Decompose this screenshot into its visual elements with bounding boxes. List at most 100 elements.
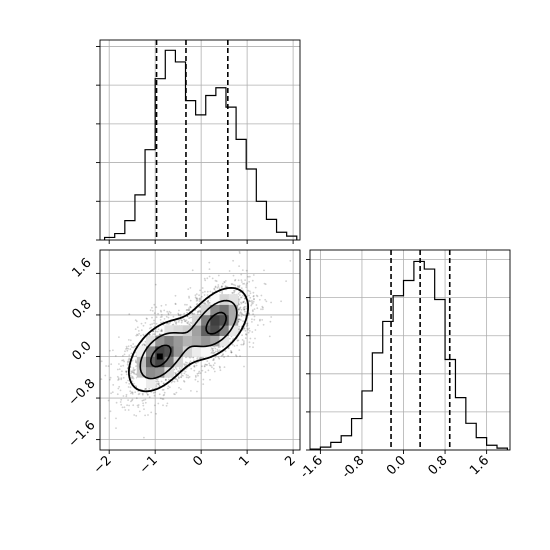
scatter-point <box>109 349 111 352</box>
density-cell <box>164 356 174 368</box>
scatter-point <box>151 316 153 319</box>
scatter-point <box>177 321 180 323</box>
scatter-point <box>168 310 171 313</box>
scatter-point <box>179 313 182 316</box>
scatter-point <box>248 345 251 348</box>
scatter-point <box>100 378 103 380</box>
scatter-point <box>252 346 254 349</box>
scatter-point <box>148 333 151 336</box>
density-cell <box>146 335 156 347</box>
scatter-point <box>269 320 272 323</box>
scatter-point <box>119 389 122 392</box>
scatter-point <box>120 378 123 381</box>
scatter-point <box>188 297 191 299</box>
scatter-point <box>170 381 173 384</box>
scatter-point <box>183 319 186 321</box>
scatter-point <box>240 315 243 318</box>
scatter-point <box>239 294 241 296</box>
scatter-point <box>242 289 244 292</box>
scatter-point <box>126 362 129 364</box>
scatter-point <box>130 370 133 373</box>
scatter-point <box>199 372 202 374</box>
scatter-point <box>174 294 177 297</box>
scatter-point <box>140 322 143 325</box>
scatter-point <box>155 380 158 383</box>
scatter-point <box>230 283 233 285</box>
scatter-point <box>197 372 200 375</box>
scatter-point <box>156 382 158 385</box>
scatter-point <box>250 304 253 307</box>
scatter-point <box>211 366 213 369</box>
scatter-point <box>252 302 254 305</box>
ticks-main <box>96 272 294 454</box>
scatter-point <box>133 372 136 375</box>
scatter-point <box>232 283 235 286</box>
scatter-point <box>107 365 110 367</box>
scatter-point <box>125 370 128 373</box>
scatter-point <box>239 311 242 313</box>
scatter-point <box>132 376 134 379</box>
scatter-point <box>134 319 137 321</box>
scatter-point <box>217 350 220 352</box>
scatter-point <box>134 368 136 371</box>
scatter-point <box>131 359 134 362</box>
scatter-point <box>212 357 215 360</box>
scatter-point <box>218 349 221 352</box>
scatter-point <box>200 295 203 298</box>
scatter-point <box>194 378 197 381</box>
scatter-point <box>167 312 170 315</box>
scatter-point <box>134 391 137 394</box>
scatter-point <box>237 279 240 282</box>
scatter-point <box>134 328 137 330</box>
main-x-tick-label: 1 <box>236 453 252 469</box>
scatter-point <box>241 334 244 337</box>
scatter-point <box>123 353 126 356</box>
scatter-point <box>198 298 201 300</box>
scatter-point <box>110 363 113 366</box>
scatter-point <box>160 380 163 383</box>
main-x-tick-label: −1 <box>137 453 161 477</box>
density-cell <box>136 346 147 357</box>
scatter-point <box>178 367 181 370</box>
scatter-point <box>165 315 168 318</box>
scatter-point <box>206 300 209 303</box>
scatter-point <box>204 371 207 373</box>
scatter-point <box>188 295 190 298</box>
scatter-point <box>210 352 213 354</box>
scatter-point <box>201 365 203 368</box>
scatter-point <box>196 357 199 360</box>
scatter-point <box>248 280 251 283</box>
scatter-point <box>151 306 153 309</box>
scatter-point <box>145 317 148 320</box>
scatter-point <box>213 370 216 373</box>
scatter-point <box>148 327 151 330</box>
scatter-point <box>245 269 248 272</box>
scatter-point <box>128 382 131 385</box>
scatter-point <box>242 307 245 309</box>
scatter-point <box>212 351 215 354</box>
scatter-point <box>205 363 208 366</box>
scatter-point <box>135 334 138 337</box>
scatter-point <box>243 308 245 311</box>
scatter-point <box>134 359 137 362</box>
scatter-point <box>189 316 192 319</box>
scatter-point <box>241 339 244 341</box>
quantile-lines-x <box>155 40 229 240</box>
scatter-point <box>127 409 130 411</box>
scatter-point <box>240 296 242 299</box>
scatter-point <box>127 358 130 361</box>
scatter-point <box>202 378 205 381</box>
scatter-point <box>210 364 212 367</box>
scatter-point <box>238 286 241 289</box>
scatter-point <box>144 414 147 417</box>
scatter-point <box>202 383 205 385</box>
scatter-point <box>187 321 190 323</box>
scatter-point <box>141 393 144 396</box>
scatter-point <box>213 359 215 361</box>
scatter-point <box>178 377 180 380</box>
scatter-point <box>183 380 186 383</box>
scatter-point <box>155 306 158 309</box>
density-cell <box>173 325 184 336</box>
scatter-point <box>162 398 165 400</box>
scatter-point <box>186 303 188 306</box>
